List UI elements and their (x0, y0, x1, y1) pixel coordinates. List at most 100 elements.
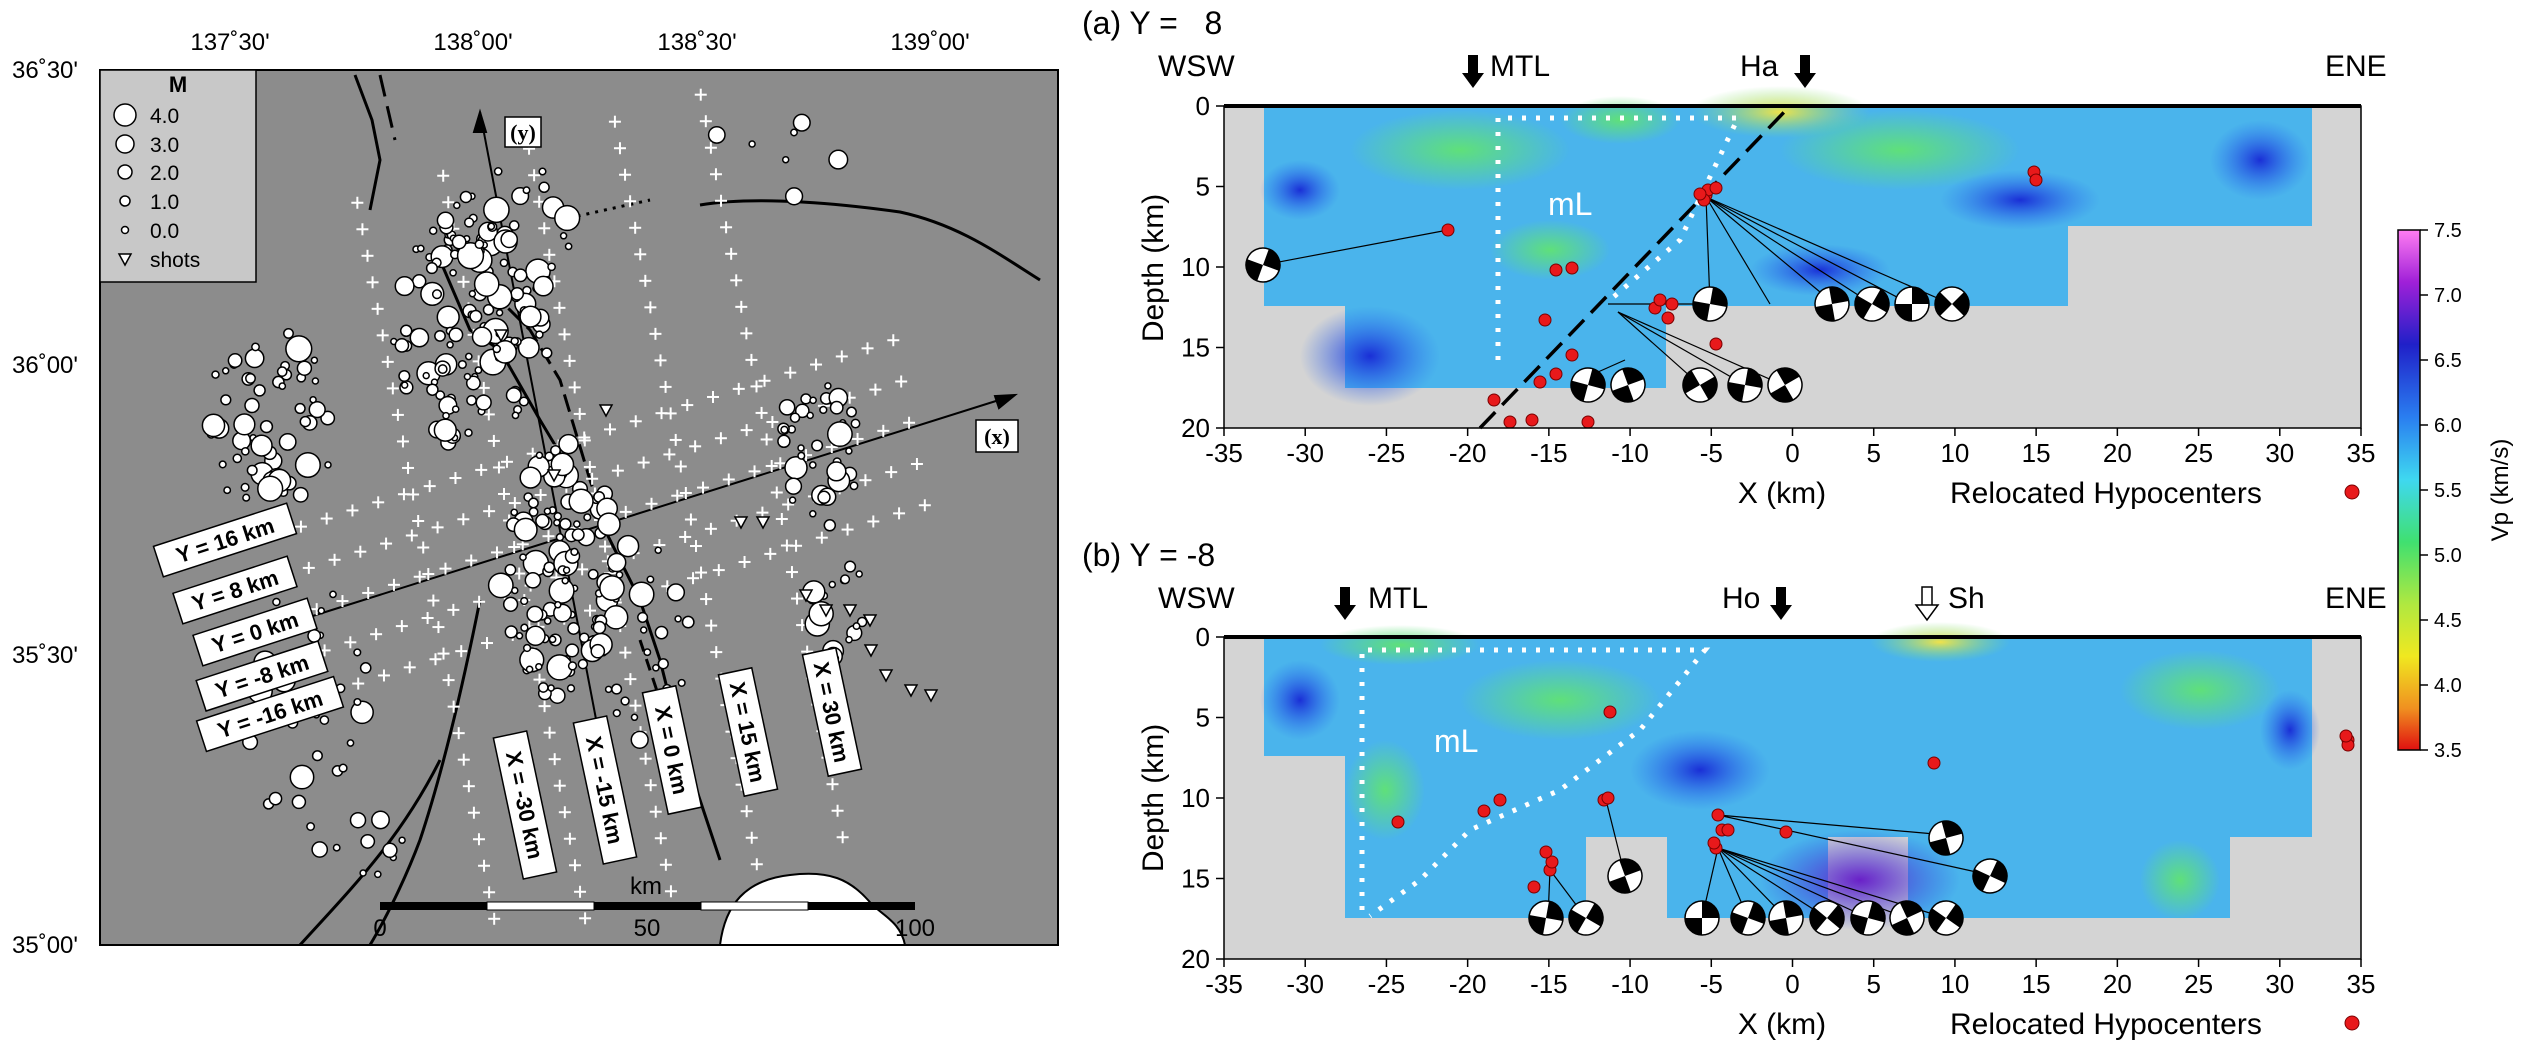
epicenter (844, 560, 857, 573)
shot-cross (423, 480, 436, 493)
scale-unit: km (630, 873, 662, 900)
epicenter (218, 460, 227, 469)
shot-cross (859, 474, 872, 487)
lat-label-2: 36˚00' (12, 352, 78, 379)
x-tick-label: 5 (1866, 438, 1880, 468)
shot-cross (488, 912, 501, 925)
epicenter (784, 456, 808, 480)
panel-b-legend: Relocated Hypocenters (1950, 1008, 2262, 1041)
shot-cross (412, 514, 425, 527)
marker-mtl-a: MTL (1462, 50, 1550, 88)
shot-cross (629, 415, 642, 428)
epicenter (666, 583, 686, 602)
colorbar-tick-label: 4.5 (2434, 610, 2462, 632)
epicenter (283, 327, 294, 339)
shot-cross (543, 726, 556, 739)
epicenter (451, 405, 460, 414)
epicenter (603, 604, 629, 630)
shot-cross (455, 645, 468, 658)
location-map: (y) (x) Y = 16 km Y = 8 km Y = 0 km (12, 29, 1059, 959)
shot-cross (603, 423, 616, 436)
epicenter (448, 327, 464, 343)
shot-cross (725, 247, 738, 260)
hypocenter (1538, 313, 1552, 327)
shot-cross (841, 523, 854, 536)
x-tick-label: 0 (1785, 969, 1799, 999)
epicenter (482, 304, 495, 316)
shot-cross (576, 563, 589, 576)
epicenter (463, 217, 475, 228)
cross-section-b: (b) Y = -8 WSW ENE MTL Ho Sh (1082, 537, 2387, 1041)
epicenter (426, 383, 439, 396)
shot-cross (558, 806, 571, 819)
epicenter (382, 842, 398, 859)
epicenter (242, 493, 251, 502)
focal-mechanism (1682, 367, 1718, 403)
epicenter (526, 605, 544, 623)
shot-cross (611, 464, 624, 477)
svg-text:Ho: Ho (1722, 582, 1760, 615)
colorbar-tick-label: 6.5 (2434, 350, 2462, 372)
legend-title: M (169, 72, 187, 97)
epicenter (515, 632, 524, 640)
shot-cross (791, 592, 804, 605)
epicenter (520, 596, 529, 606)
epicenter (524, 571, 542, 589)
scale-bar: km 0 50 100 (373, 873, 935, 942)
epicenter (510, 508, 519, 517)
shot-cross (785, 566, 798, 579)
epicenter (846, 406, 857, 418)
epicenter (525, 625, 546, 647)
hypocenter (1565, 348, 1579, 362)
epicenter (332, 843, 341, 852)
shot-cross (710, 646, 723, 659)
epicenter (371, 810, 390, 830)
panel-a-focal-mechanisms (1245, 247, 1970, 403)
epicenter (824, 382, 832, 390)
shot-cross (538, 700, 551, 713)
marker-ho-b: Ho (1722, 582, 1792, 620)
shot-cross (780, 539, 793, 552)
epicenter (559, 232, 568, 240)
epicenter (525, 665, 534, 674)
epicenter (547, 684, 555, 692)
epicenter (487, 222, 496, 231)
svg-text:Sh: Sh (1948, 582, 1985, 615)
y-tick-label: 15 (1181, 864, 1210, 894)
epicenter (465, 375, 481, 391)
epicenter (677, 678, 686, 687)
epicenter (359, 869, 367, 877)
focal-mechanism (1610, 367, 1646, 403)
shot-cross (895, 375, 908, 388)
epicenter (553, 512, 563, 521)
epicenter (547, 262, 556, 272)
epicenter (502, 596, 519, 612)
panel-b-legend-dot (2344, 1015, 2360, 1031)
shot-cross (432, 621, 445, 634)
shot-cross (720, 221, 733, 234)
epicenter (849, 481, 859, 491)
epicenter (519, 466, 542, 489)
epicenter (474, 239, 485, 250)
shot-cross (671, 489, 684, 502)
hypocenter (2029, 173, 2043, 187)
svg-text:MTL: MTL (1490, 50, 1550, 83)
lat-label-1: 36˚30' (12, 57, 78, 84)
epicenter (483, 196, 510, 224)
shot-cross (573, 407, 586, 420)
epicenter (456, 242, 485, 270)
epicenter (253, 384, 266, 397)
hypocenter (1709, 337, 1723, 351)
focal-mechanism (1570, 367, 1606, 403)
y-tick-label: 10 (1181, 252, 1210, 282)
epicenter (522, 643, 532, 653)
x-tick-label: 35 (2347, 438, 2376, 468)
shot-cross (730, 274, 743, 287)
hypocenter (1581, 415, 1595, 429)
shot-cross (302, 561, 315, 574)
epicenter (628, 581, 655, 608)
shot-cross (500, 455, 513, 468)
epicenter (794, 403, 810, 419)
hypocenter (1533, 375, 1547, 389)
epicenter (855, 570, 863, 578)
